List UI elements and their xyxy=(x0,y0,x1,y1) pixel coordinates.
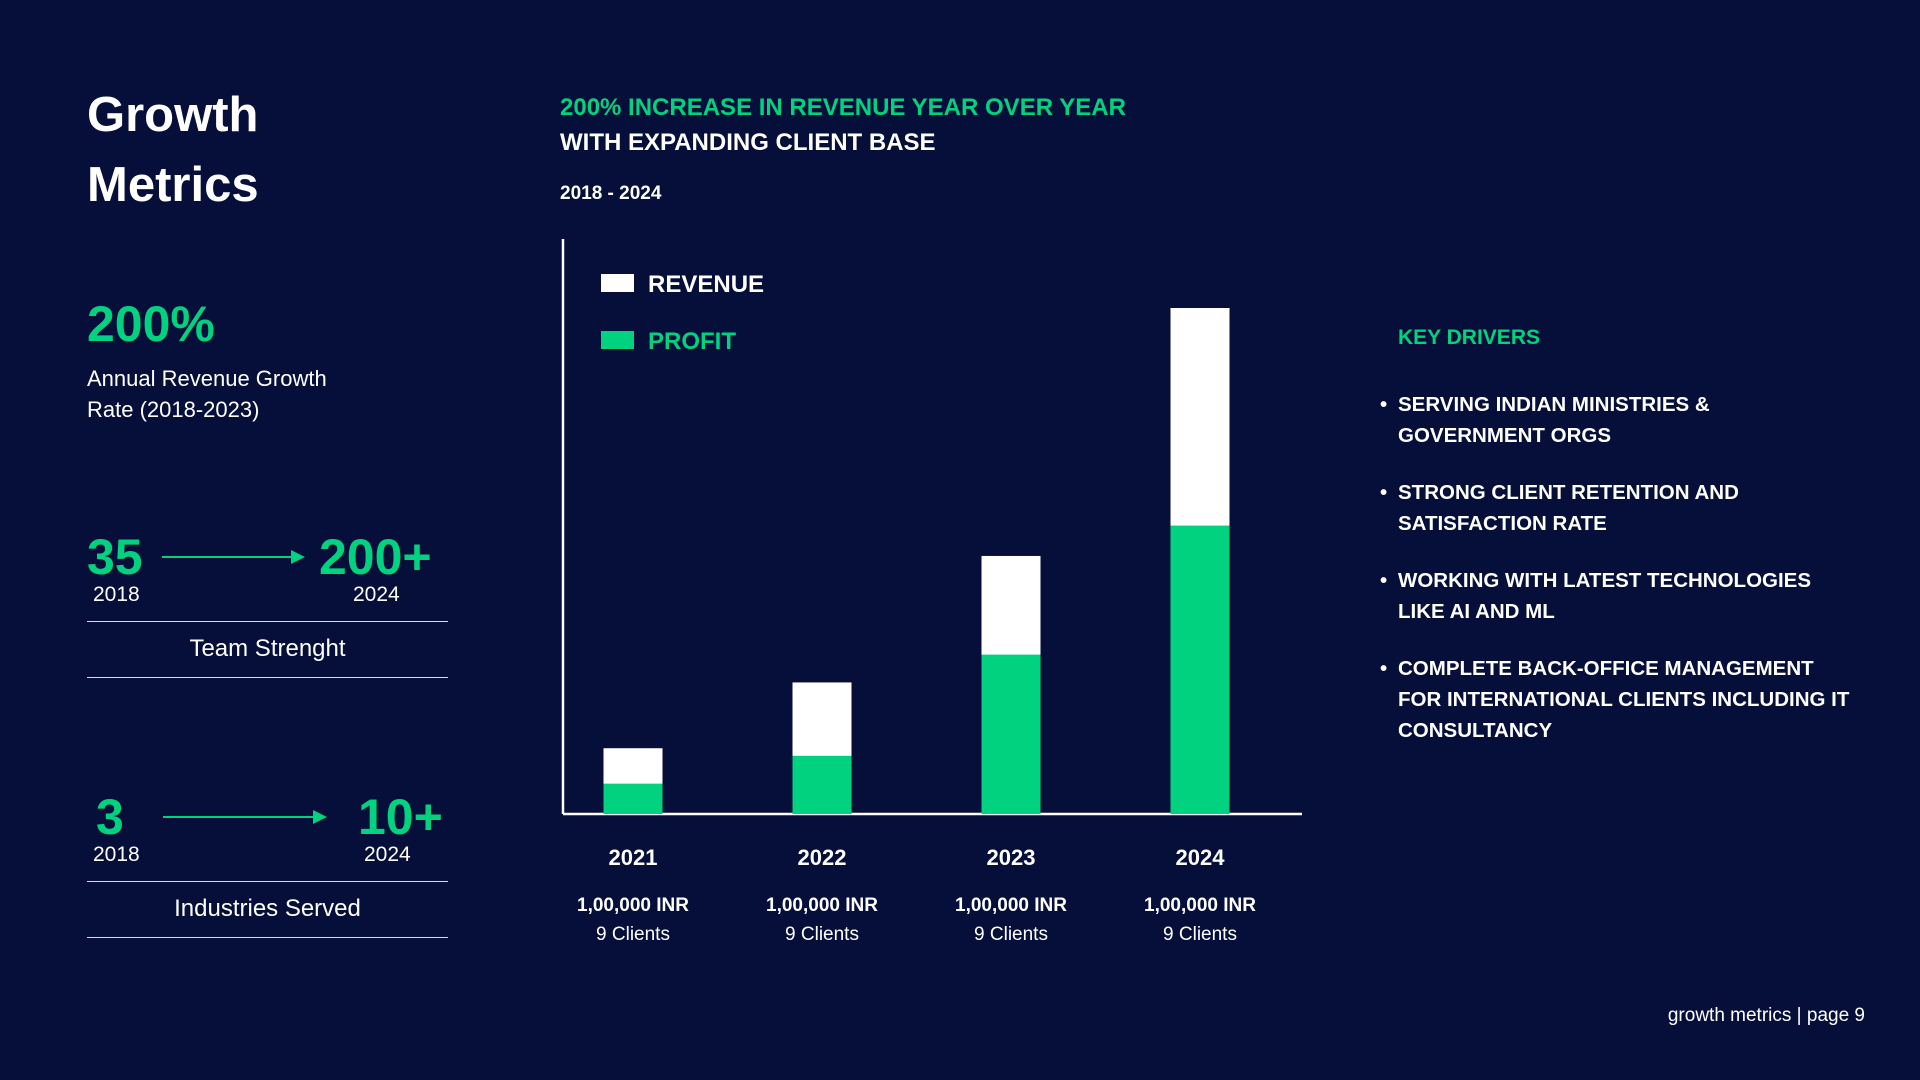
category-amount-label: 1,00,000 INR xyxy=(1144,895,1256,916)
industries-to-year: 2024 xyxy=(364,843,411,866)
key-drivers-title: KEY DRIVERS xyxy=(1398,326,1540,349)
legend-label-profit: PROFIT xyxy=(648,328,736,355)
bullet-icon: • xyxy=(1380,569,1388,592)
industries-from-value: 3 xyxy=(96,789,124,845)
team-from-value: 35 xyxy=(87,529,143,585)
divider xyxy=(87,937,448,938)
category-clients-label: 9 Clients xyxy=(1163,924,1237,945)
page-title-line-1: Growth xyxy=(87,88,259,142)
category-amount-label: 1,00,000 INR xyxy=(577,895,689,916)
industries-served-label: Industries Served xyxy=(174,895,361,922)
arrow-right-icon xyxy=(162,550,305,564)
category-amount-label: 1,00,000 INR xyxy=(955,895,1067,916)
profit-bar-2021 xyxy=(603,783,663,814)
key-driver-item: • WORKING WITH LATEST TECHNOLOGIES LIKE … xyxy=(1380,565,1850,627)
category-clients-label: 9 Clients xyxy=(974,924,1048,945)
page-title: Growth Metrics xyxy=(87,80,259,220)
x-tick-label: 2023 xyxy=(987,845,1036,870)
profit-bar-2022 xyxy=(792,755,852,814)
bullet-icon: • xyxy=(1380,393,1388,416)
key-driver-line: STRONG CLIENT RETENTION AND xyxy=(1398,481,1739,504)
page-title-line-2: Metrics xyxy=(87,158,259,212)
headline-secondary: WITH EXPANDING CLIENT BASE xyxy=(560,129,936,156)
growth-rate-desc-line-1: Annual Revenue Growth xyxy=(87,366,327,391)
key-driver-line: GOVERNMENT ORGS xyxy=(1398,424,1611,447)
x-tick-label: 2021 xyxy=(609,845,658,870)
date-range: 2018 - 2024 xyxy=(560,183,662,204)
key-driver-item: • COMPLETE BACK-OFFICE MANAGEMENT FOR IN… xyxy=(1380,653,1850,746)
team-strength-label: Team Strenght xyxy=(189,635,346,662)
category-clients-label: 9 Clients xyxy=(785,924,859,945)
divider xyxy=(87,881,448,882)
key-driver-line: FOR INTERNATIONAL CLIENTS INCLUDING IT xyxy=(1398,688,1850,711)
profit-bar-2024 xyxy=(1170,525,1230,814)
industries-served-metric: 3 2018 10+ 2024 Industries Served xyxy=(87,788,448,938)
growth-rate-description: Annual Revenue Growth Rate (2018-2023) xyxy=(87,363,387,425)
profit-bar-2023 xyxy=(981,654,1041,814)
legend-label-revenue: REVENUE xyxy=(648,271,764,298)
legend-swatch-profit xyxy=(601,331,634,349)
team-strength-metric: 35 2018 200+ 2024 Team Strenght xyxy=(87,528,448,678)
growth-rate-desc-line-2: Rate (2018-2023) xyxy=(87,397,260,422)
industries-to-value: 10+ xyxy=(358,789,443,845)
x-tick-label: 2022 xyxy=(798,845,847,870)
bullet-icon: • xyxy=(1380,481,1388,504)
industries-from-year: 2018 xyxy=(93,843,140,866)
headline-primary: 200% INCREASE IN REVENUE YEAR OVER YEAR xyxy=(560,94,1126,121)
key-driver-line: SATISFACTION RATE xyxy=(1398,512,1607,535)
team-to-year: 2024 xyxy=(353,583,400,606)
key-driver-line: WORKING WITH LATEST TECHNOLOGIES xyxy=(1398,569,1812,592)
arrow-right-icon xyxy=(163,810,327,824)
key-driver-item: • STRONG CLIENT RETENTION AND SATISFACTI… xyxy=(1380,477,1850,539)
page-footer: growth metrics | page 9 xyxy=(1667,1005,1865,1026)
growth-rate-value: 200% xyxy=(87,296,215,352)
category-amount-label: 1,00,000 INR xyxy=(766,895,878,916)
divider xyxy=(87,621,448,622)
key-drivers-list: • SERVING INDIAN MINISTRIES & GOVERNMENT… xyxy=(1380,389,1850,772)
key-driver-line: CONSULTANCY xyxy=(1398,719,1553,742)
key-driver-line: SERVING INDIAN MINISTRIES & xyxy=(1398,393,1710,416)
bullet-icon: • xyxy=(1380,657,1388,680)
team-to-value: 200+ xyxy=(319,529,432,585)
key-driver-item: • SERVING INDIAN MINISTRIES & GOVERNMENT… xyxy=(1380,389,1850,451)
legend-swatch-revenue xyxy=(601,274,634,292)
key-driver-line: LIKE AI AND ML xyxy=(1398,600,1555,623)
divider xyxy=(87,677,448,678)
key-driver-line: COMPLETE BACK-OFFICE MANAGEMENT xyxy=(1398,657,1814,680)
category-clients-label: 9 Clients xyxy=(596,924,670,945)
team-from-year: 2018 xyxy=(93,583,140,606)
x-tick-label: 2024 xyxy=(1176,845,1226,870)
